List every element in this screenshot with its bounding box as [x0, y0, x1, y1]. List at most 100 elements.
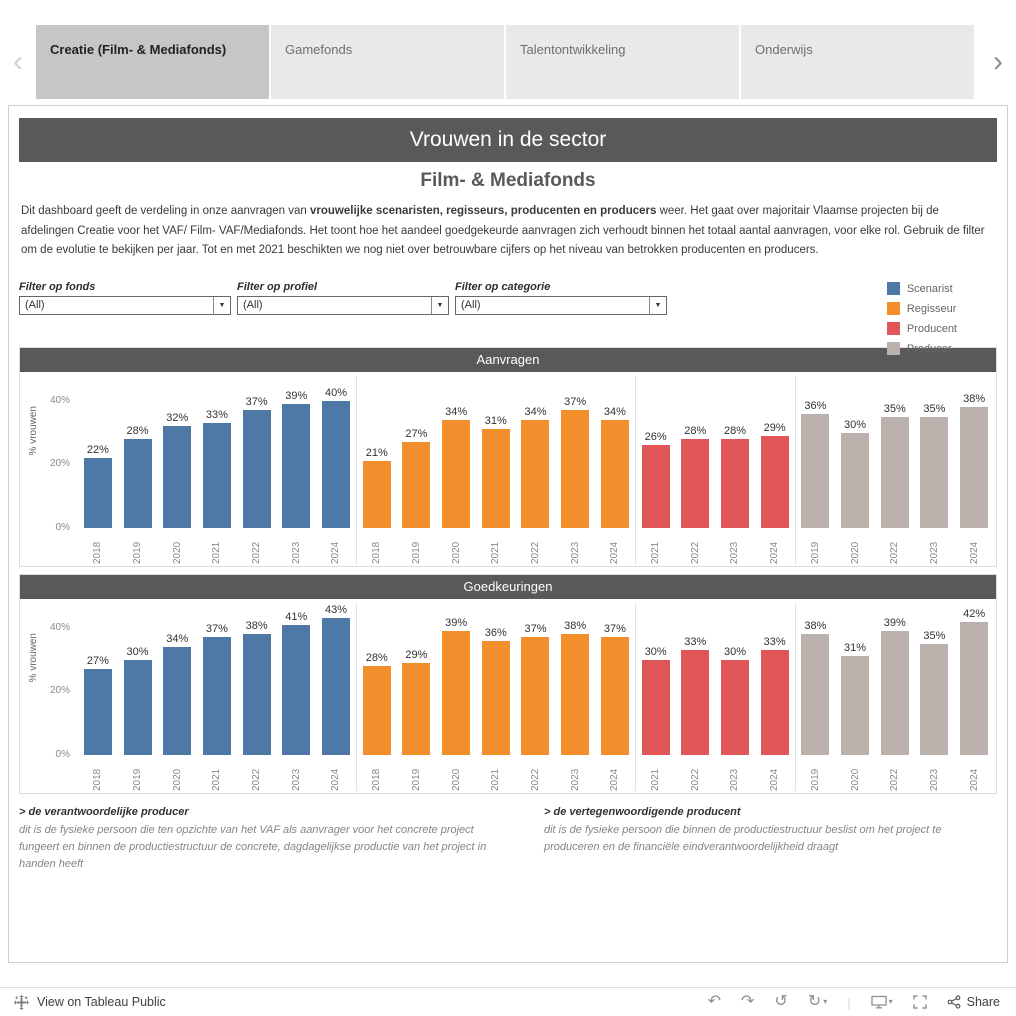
bar-mark[interactable]: [760, 435, 789, 528]
view-on-tableau-label: View on Tableau Public: [37, 995, 166, 1009]
bars-regisseur: 21% 27% 34% 31% 34% 37% 34%: [357, 376, 635, 528]
bar-mark[interactable]: [282, 404, 311, 528]
bar-mark[interactable]: [681, 650, 710, 755]
y-axis-ticks: 40% 20% 0%: [40, 376, 70, 533]
year-slot: 2023: [282, 758, 310, 790]
refresh-icon[interactable]: ↻ ▾: [807, 993, 828, 1010]
year-slot: 2023: [561, 531, 589, 563]
legend-item-scenarist[interactable]: Scenarist: [886, 282, 957, 295]
bar-mark[interactable]: [880, 631, 909, 755]
bar-mark[interactable]: [242, 410, 271, 528]
tabs-scroll-left-icon[interactable]: ‹: [13, 45, 23, 78]
legend-item-producer[interactable]: Producer: [886, 342, 957, 355]
bar-mark[interactable]: [163, 646, 192, 755]
bar-mark[interactable]: [681, 438, 710, 528]
bar-value-label: 30%: [844, 418, 867, 431]
bar-mark[interactable]: [202, 637, 231, 755]
bar-mark[interactable]: [561, 634, 590, 755]
bar-mark[interactable]: [841, 432, 870, 528]
year-axis-regisseur: 2018 2019 2020 2021 2022 2023 2024: [357, 528, 635, 563]
year-axis-label: 2023: [928, 541, 940, 564]
year-slot: 2019: [124, 758, 152, 790]
bar-value-label: 37%: [564, 396, 587, 409]
fullscreen-icon[interactable]: [912, 995, 927, 1009]
bar-mark[interactable]: [521, 419, 550, 528]
bar-mark[interactable]: [801, 413, 830, 528]
bar-mark[interactable]: [123, 659, 152, 755]
share-button[interactable]: Share: [947, 995, 1000, 1009]
bar-mark[interactable]: [242, 634, 271, 755]
bar-mark[interactable]: [720, 438, 749, 528]
footnote-producer-body: dit is de fysieke persoon die ten opzich…: [19, 823, 487, 867]
bar-mark[interactable]: [641, 659, 670, 755]
bar-mark[interactable]: [402, 442, 431, 528]
tableau-toolbar: View on Tableau Public ↶ ↷ ↺ ↻ ▾ | ▾: [0, 987, 1016, 1016]
undo-icon[interactable]: ↶: [707, 993, 721, 1010]
bar-mark[interactable]: [481, 429, 510, 528]
year-axis-label: 2021: [490, 768, 502, 791]
bar-mark[interactable]: [841, 656, 870, 755]
tab-onderwijs[interactable]: Onderwijs: [741, 25, 974, 99]
bar-mark[interactable]: [960, 621, 989, 755]
bar-mark[interactable]: [123, 438, 152, 528]
bar-mark[interactable]: [641, 445, 670, 528]
bar-mark[interactable]: [760, 650, 789, 755]
legend-item-producent[interactable]: Producent: [886, 322, 957, 335]
bar-value-label: 30%: [723, 645, 746, 658]
bar-mark[interactable]: [600, 419, 629, 528]
filter-categorie: Filter op categorie (All) ▼: [455, 281, 667, 317]
bar-value-label: 39%: [445, 617, 468, 629]
year-slot: 2020: [841, 758, 869, 790]
bar-scenarist-2020: 34%: [163, 633, 192, 755]
bar-scenarist-2018: 27%: [83, 655, 112, 755]
bar-mark[interactable]: [362, 461, 391, 528]
bar-mark[interactable]: [720, 659, 749, 755]
y-axis-title: % vrouwen: [28, 405, 39, 455]
share-label: Share: [966, 995, 1000, 1009]
bar-mark[interactable]: [960, 407, 989, 528]
view-on-tableau-link[interactable]: View on Tableau Public: [14, 994, 166, 1010]
reset-icon[interactable]: ↺: [774, 993, 788, 1010]
bar-mark[interactable]: [521, 637, 550, 755]
bar-mark[interactable]: [481, 640, 510, 755]
display-size-icon[interactable]: ▾: [870, 994, 893, 1010]
filter-fonds-dropdown[interactable]: (All) ▼: [19, 295, 231, 315]
bar-scenarist-2021: 33%: [202, 409, 231, 528]
bar-mark[interactable]: [83, 669, 112, 755]
toolbar-actions: ↶ ↷ ↺ ↻ ▾ | ▾ Share: [708, 994, 1000, 1010]
year-axis-label: 2022: [689, 541, 701, 564]
legend-item-regisseur[interactable]: Regisseur: [886, 302, 957, 315]
legend-label: Producer: [906, 342, 952, 355]
panel-producent: 30% 33% 30% 33% 2021 2022 2023 2024: [634, 602, 795, 791]
redo-icon[interactable]: ↷: [741, 993, 755, 1010]
bar-mark[interactable]: [321, 618, 350, 755]
bar-mark[interactable]: [83, 457, 112, 528]
aanvragen-chart: % vrouwen 40% 20% 0% 22% 28% 32% 33% 37% 39% 40% 20…: [20, 372, 996, 566]
filter-profiel-label: Filter op profiel: [237, 280, 318, 293]
tab-gamefonds[interactable]: Gamefonds: [271, 25, 504, 99]
bar-mark[interactable]: [442, 631, 471, 755]
tabs-scroll-right-icon[interactable]: ›: [993, 45, 1003, 78]
footnote-producer: > de verantwoordelijke producer dit is d…: [19, 806, 499, 867]
filter-profiel-dropdown[interactable]: (All) ▼: [237, 295, 449, 315]
filter-categorie-dropdown[interactable]: (All) ▼: [455, 295, 667, 315]
bar-mark[interactable]: [402, 662, 431, 755]
bar-mark[interactable]: [600, 637, 629, 755]
bar-mark[interactable]: [202, 423, 231, 528]
bar-mark[interactable]: [163, 426, 192, 528]
bar-mark[interactable]: [920, 643, 949, 755]
bar-mark[interactable]: [801, 634, 830, 755]
year-axis-label: 2020: [171, 768, 183, 791]
y-tick-label: 0%: [55, 748, 70, 760]
tab-talentontwikkeling[interactable]: Talentontwikkeling: [506, 25, 739, 99]
bar-mark[interactable]: [561, 410, 590, 528]
footnote-producer-title: > de verantwoordelijke producer: [19, 805, 189, 818]
bar-mark[interactable]: [442, 419, 471, 528]
tab-creatie-film-mediafonds[interactable]: Creatie (Film- & Mediafonds): [36, 25, 269, 99]
year-slot: 2023: [920, 758, 948, 790]
bar-mark[interactable]: [920, 416, 949, 528]
bar-mark[interactable]: [880, 416, 909, 528]
bar-mark[interactable]: [321, 400, 350, 528]
bar-mark[interactable]: [282, 624, 311, 755]
bar-mark[interactable]: [362, 665, 391, 755]
